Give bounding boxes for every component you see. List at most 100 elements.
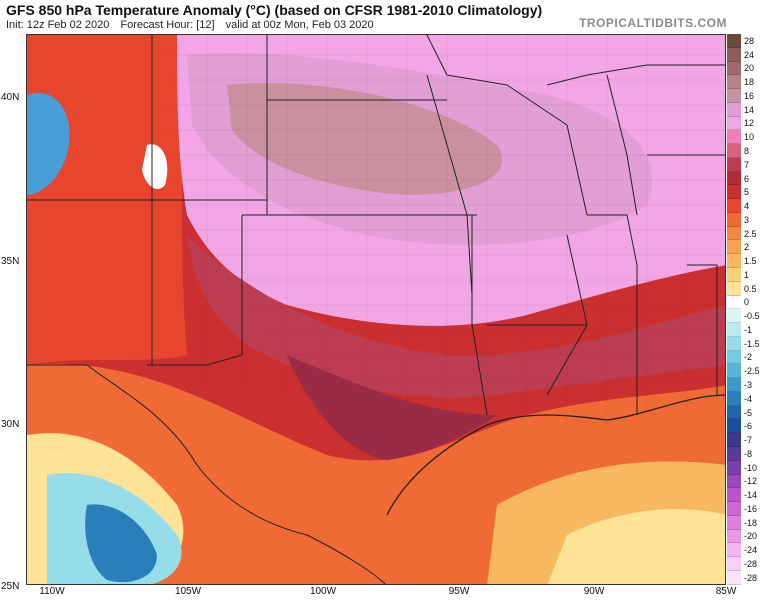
- colorbar-label: 1.5: [744, 256, 757, 267]
- colorbar-entry: -6: [727, 419, 767, 434]
- lon-label-105w: 105W: [174, 586, 202, 597]
- colorbar-label: -8: [744, 448, 753, 459]
- lat-label-30n: 30N: [1, 419, 20, 430]
- colorbar-entry: -28: [727, 570, 767, 585]
- colorbar-label: 6: [744, 173, 750, 184]
- rio-grande-border: [86, 364, 386, 584]
- colorbar-entry: -7: [727, 433, 767, 447]
- lon-label-100w: 100W: [309, 586, 337, 597]
- colorbar-entry: 12: [727, 116, 767, 131]
- colorbar-swatch: [727, 529, 741, 544]
- colorbar-entry: -5: [727, 405, 767, 420]
- color-scale-legend: 28 24 20 18 16 14 12 10 8 7 6 5 4 3 2.5 2 1.5 1 0.5 0 -0.5 -1…: [727, 34, 767, 585]
- colorbar-label: 4: [744, 201, 750, 212]
- colorbar-label: -1.5: [744, 338, 760, 349]
- colorbar-entry: -3: [727, 378, 767, 392]
- border-line: [546, 234, 588, 396]
- colorbar-swatch: [727, 157, 741, 172]
- lat-label-25n: 25N: [1, 581, 20, 592]
- colorbar-label: -2.5: [744, 366, 760, 377]
- colorbar-swatch: [727, 419, 741, 434]
- init-time: Init: 12z Feb 02 2020: [6, 19, 110, 31]
- colorbar-entry: -2: [727, 350, 767, 365]
- colorbar-entry: 7: [727, 157, 767, 172]
- colorbar-swatch: [727, 144, 741, 158]
- colorbar-swatch: [727, 212, 741, 227]
- lat-label-40n: 40N: [1, 92, 20, 103]
- colorbar-label: -6: [744, 421, 753, 432]
- colorbar-swatch: [727, 378, 741, 392]
- colorbar-entry: -10: [727, 460, 767, 475]
- colorbar-entry: 1.5: [727, 254, 767, 269]
- colorbar-swatch: [727, 268, 741, 282]
- colorbar-swatch: [727, 47, 741, 62]
- colorbar-label: -16: [744, 503, 758, 514]
- colorbar-swatch: [727, 240, 741, 255]
- colorbar-swatch: [727, 350, 741, 365]
- colorbar-label: -2: [744, 352, 753, 363]
- colorbar-entry: -1: [727, 323, 767, 337]
- colorbar-swatch: [727, 199, 741, 213]
- colorbar-label: -3: [744, 380, 753, 391]
- colorbar-entry: -20: [727, 529, 767, 544]
- colorbar-swatch: [727, 515, 741, 530]
- colorbar-label: -28: [744, 572, 758, 583]
- colorbar-entry: -1.5: [727, 336, 767, 351]
- colorbar-swatch: [727, 557, 741, 571]
- colorbar-entry: -14: [727, 488, 767, 503]
- colorbar-label: 1: [744, 269, 750, 280]
- lon-label-90w: 90W: [583, 586, 605, 597]
- colorbar-label: 10: [744, 132, 755, 143]
- colorbar-entry: 3: [727, 212, 767, 227]
- colorbar-swatch: [727, 102, 741, 117]
- colorbar-label: -10: [744, 462, 758, 473]
- colorbar-entry: -0.5: [727, 309, 767, 324]
- colorbar-swatch: [727, 364, 741, 379]
- border-line: [687, 264, 718, 395]
- gulf-coastline: [386, 394, 725, 516]
- colorbar-swatch: [727, 61, 741, 76]
- county-grid: [167, 35, 725, 455]
- colorbar-entry: 6: [727, 171, 767, 186]
- colorbar-label: 12: [744, 118, 755, 129]
- colorbar-swatch: [727, 75, 741, 90]
- colorbar-swatch: [727, 502, 741, 516]
- colorbar-swatch: [727, 281, 741, 296]
- colorbar-swatch: [727, 391, 741, 406]
- colorbar-swatch: [727, 254, 741, 269]
- colorbar-entry: 16: [727, 89, 767, 103]
- colorbar-entry: 24: [727, 47, 767, 62]
- east-texas-dark-band: [287, 355, 497, 460]
- colorbar-entry: -12: [727, 474, 767, 489]
- colorbar-entry: 2: [727, 240, 767, 255]
- gulf-yellow-region: [547, 509, 725, 584]
- run-info: Init: 12z Feb 02 2020 Forecast Hour: [12…: [6, 19, 382, 31]
- colorbar-swatch: [727, 446, 741, 461]
- colorbar-label: -24: [744, 545, 758, 556]
- colorado-cold-spot: [142, 144, 168, 190]
- colorbar-label: -20: [744, 531, 758, 542]
- colorbar-label: -5: [744, 407, 753, 418]
- colorbar-label: -14: [744, 490, 758, 501]
- colorbar-entry: -24: [727, 543, 767, 558]
- colorbar-swatch: [727, 460, 741, 475]
- border-line: [426, 35, 588, 216]
- border-line: [546, 64, 725, 86]
- colorbar-swatch: [727, 116, 741, 131]
- colorbar-label: -12: [744, 476, 758, 487]
- colorbar-label: 14: [744, 104, 755, 115]
- central-max-anomaly: [227, 83, 503, 195]
- colorbar-entry: 1: [727, 268, 767, 282]
- colorbar-swatch: [727, 171, 741, 186]
- colorbar-label: 18: [744, 77, 755, 88]
- colorbar-label: 2: [744, 242, 750, 253]
- lon-label-95w: 95W: [448, 586, 470, 597]
- colorbar-entry: -16: [727, 502, 767, 516]
- colorbar-entry: -28: [727, 557, 767, 571]
- colorbar-label: -28: [744, 558, 758, 569]
- colorbar-entry: 10: [727, 130, 767, 145]
- map-panel: [26, 34, 726, 585]
- colorbar-entry: -18: [727, 515, 767, 530]
- state-borders: [27, 35, 725, 584]
- colorbar-entry: 18: [727, 75, 767, 90]
